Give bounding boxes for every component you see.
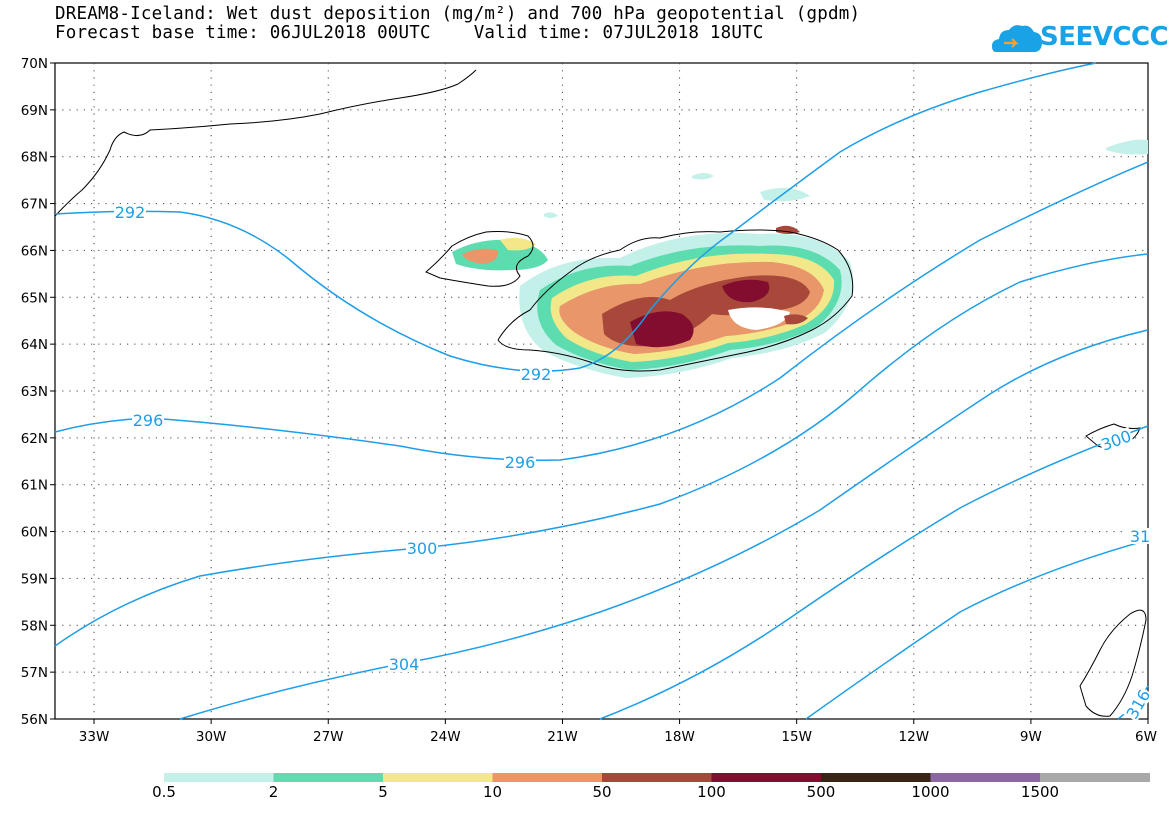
coastlines [54,69,1147,717]
lat-label: 60N [21,525,48,541]
lon-label: 9W [1020,729,1042,745]
colorbar-label: 2 [268,783,279,801]
lat-label: 65N [21,290,48,306]
dust-deposition-field [452,139,1148,378]
map-title: DREAM8-Iceland: Wet dust deposition (mg/… [55,4,861,24]
lon-label: 33W [79,729,110,745]
lon-label: 15W [781,729,812,745]
lon-label: 6W [1135,729,1157,745]
lon-label: 30W [196,729,227,745]
lat-label: 56N [21,712,48,728]
map-subtitle: Forecast base time: 06JUL2018 00UTC Vali… [55,23,764,43]
colorbar-label: 1000 [911,783,950,801]
contour-292 [54,62,1097,372]
lat-label: 63N [21,384,48,400]
contour-label-bg [132,412,164,428]
lat-label: 68N [21,150,48,166]
contour-300 [54,253,1149,647]
colorbar-label: 50 [592,783,612,801]
colorbar-label: 1500 [1020,783,1060,801]
contour-label-bg [1098,427,1134,453]
lat-label: 61N [21,478,48,494]
contour-label-bg [1124,528,1156,544]
lat-label: 62N [21,431,48,447]
colorbar-label: 500 [806,783,836,801]
colorbar-swatch [821,773,931,782]
colorbar [164,773,1150,782]
contour-296 [54,161,1149,461]
lon-label: 18W [664,729,695,745]
contour-label: 31 [1130,527,1150,546]
lat-label: 64N [21,337,48,353]
longitude-labels: 33W 30W 27W 24W 21W 18W 15W 12W 9W 6W [79,719,1157,745]
lat-label: 67N [21,197,48,213]
lat-label: 69N [21,103,48,119]
contour-304 [179,329,1149,720]
lon-label: 24W [430,729,461,745]
geopotential-contours [54,62,1149,720]
colorbar-swatch [1040,773,1150,782]
contour-label-bg [504,454,536,470]
cloud-icon [992,25,1042,52]
contour-label: 304 [389,655,420,674]
colorbar-swatch [383,773,493,782]
lat-label: 58N [21,618,48,634]
contour-label-bg [1123,686,1153,722]
colorbar-label: 10 [482,783,503,801]
contour-308 [599,425,1149,720]
contour-label-bg [406,540,438,556]
colorbar-swatch [164,773,274,782]
contour-label-bg [520,366,552,382]
contour-label-bg [114,204,146,220]
colorbar-label: 100 [697,783,726,801]
lon-label: 12W [899,729,930,745]
colorbar-swatch [492,773,603,782]
lat-label: 70N [21,56,48,72]
colorbar-label: 5 [378,783,388,801]
lon-label: 27W [313,729,344,745]
contour-label: 292 [115,203,146,222]
contour-label: 296 [505,453,536,472]
contour-label: 292 [521,365,552,384]
logo-text: SEEVCCC [1040,22,1169,52]
colorbar-swatch [273,773,384,782]
colorbar-swatch [602,773,712,782]
latitude-labels: 70N 69N 68N 67N 66N 65N 64N 63N 62N 61N 60N 59N 58N 5… [21,56,55,728]
contour-label-bg [388,656,420,672]
contour-label: 300 [407,539,438,558]
lat-label: 66N [21,243,48,259]
lat-label: 59N [21,571,48,587]
lat-label: 57N [21,665,48,681]
colorbar-swatch [930,773,1041,782]
contour-label: 296 [133,411,164,430]
colorbar-swatch [711,773,822,782]
lon-label: 21W [547,729,578,745]
contour-312 [805,539,1149,720]
colorbar-label: 0.5 [152,783,176,801]
